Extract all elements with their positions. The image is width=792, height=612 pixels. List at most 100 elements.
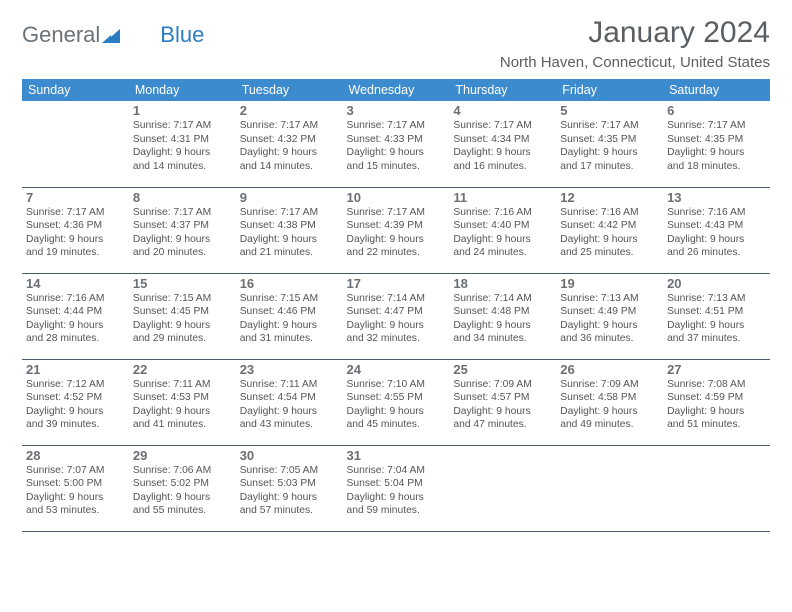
calendar-day-cell: 28Sunrise: 7:07 AMSunset: 5:00 PMDayligh… [22, 445, 129, 531]
day-info-text: Sunrise: 7:10 AMSunset: 4:55 PMDaylight:… [347, 378, 446, 432]
daylight-text: Daylight: 9 hours [347, 233, 446, 247]
day-number: 8 [133, 190, 232, 205]
location-text: North Haven, Connecticut, United States [500, 54, 770, 71]
daylight-text: and 45 minutes. [347, 418, 446, 432]
day-info-text: Sunrise: 7:14 AMSunset: 4:48 PMDaylight:… [453, 292, 552, 346]
sunrise-text: Sunrise: 7:14 AM [453, 292, 552, 306]
calendar-week-row: 14Sunrise: 7:16 AMSunset: 4:44 PMDayligh… [22, 273, 770, 359]
day-info-text: Sunrise: 7:14 AMSunset: 4:47 PMDaylight:… [347, 292, 446, 346]
day-info-text: Sunrise: 7:17 AMSunset: 4:38 PMDaylight:… [240, 206, 339, 260]
calendar-day-cell: 31Sunrise: 7:04 AMSunset: 5:04 PMDayligh… [343, 445, 450, 531]
calendar-day-cell: 3Sunrise: 7:17 AMSunset: 4:33 PMDaylight… [343, 101, 450, 187]
day-header: Friday [556, 79, 663, 101]
day-info-text: Sunrise: 7:17 AMSunset: 4:36 PMDaylight:… [26, 206, 125, 260]
calendar-day-cell: 19Sunrise: 7:13 AMSunset: 4:49 PMDayligh… [556, 273, 663, 359]
daylight-text: and 14 minutes. [133, 160, 232, 174]
day-info-text: Sunrise: 7:11 AMSunset: 4:54 PMDaylight:… [240, 378, 339, 432]
sunset-text: Sunset: 4:58 PM [560, 391, 659, 405]
sunrise-text: Sunrise: 7:17 AM [26, 206, 125, 220]
day-number: 23 [240, 362, 339, 377]
sunrise-text: Sunrise: 7:08 AM [667, 378, 766, 392]
sunset-text: Sunset: 4:34 PM [453, 133, 552, 147]
sunset-text: Sunset: 4:53 PM [133, 391, 232, 405]
daylight-text: and 21 minutes. [240, 246, 339, 260]
calendar-day-cell: 27Sunrise: 7:08 AMSunset: 4:59 PMDayligh… [663, 359, 770, 445]
daylight-text: Daylight: 9 hours [453, 405, 552, 419]
sunset-text: Sunset: 4:40 PM [453, 219, 552, 233]
day-info-text: Sunrise: 7:04 AMSunset: 5:04 PMDaylight:… [347, 464, 446, 518]
sunrise-text: Sunrise: 7:17 AM [133, 206, 232, 220]
day-info-text: Sunrise: 7:17 AMSunset: 4:39 PMDaylight:… [347, 206, 446, 260]
day-info-text: Sunrise: 7:17 AMSunset: 4:32 PMDaylight:… [240, 119, 339, 173]
sunrise-text: Sunrise: 7:11 AM [240, 378, 339, 392]
sunset-text: Sunset: 4:59 PM [667, 391, 766, 405]
calendar-day-cell [663, 445, 770, 531]
day-info-text: Sunrise: 7:17 AMSunset: 4:35 PMDaylight:… [667, 119, 766, 173]
calendar-day-cell [22, 101, 129, 187]
calendar-day-cell: 22Sunrise: 7:11 AMSunset: 4:53 PMDayligh… [129, 359, 236, 445]
sunrise-text: Sunrise: 7:11 AM [133, 378, 232, 392]
logo: GeneralBlue [22, 16, 204, 48]
day-info-text: Sunrise: 7:17 AMSunset: 4:35 PMDaylight:… [560, 119, 659, 173]
daylight-text: and 31 minutes. [240, 332, 339, 346]
daylight-text: Daylight: 9 hours [240, 405, 339, 419]
daylight-text: and 25 minutes. [560, 246, 659, 260]
calendar-day-cell: 29Sunrise: 7:06 AMSunset: 5:02 PMDayligh… [129, 445, 236, 531]
day-number: 12 [560, 190, 659, 205]
daylight-text: and 43 minutes. [240, 418, 339, 432]
sunrise-text: Sunrise: 7:16 AM [453, 206, 552, 220]
sunset-text: Sunset: 5:02 PM [133, 477, 232, 491]
daylight-text: and 24 minutes. [453, 246, 552, 260]
sunset-text: Sunset: 4:38 PM [240, 219, 339, 233]
daylight-text: Daylight: 9 hours [133, 405, 232, 419]
day-number: 28 [26, 448, 125, 463]
day-number: 30 [240, 448, 339, 463]
daylight-text: Daylight: 9 hours [133, 491, 232, 505]
day-info-text: Sunrise: 7:17 AMSunset: 4:31 PMDaylight:… [133, 119, 232, 173]
sunrise-text: Sunrise: 7:15 AM [133, 292, 232, 306]
day-number: 22 [133, 362, 232, 377]
day-number: 27 [667, 362, 766, 377]
day-info-text: Sunrise: 7:13 AMSunset: 4:49 PMDaylight:… [560, 292, 659, 346]
sunrise-text: Sunrise: 7:04 AM [347, 464, 446, 478]
calendar-day-cell: 15Sunrise: 7:15 AMSunset: 4:45 PMDayligh… [129, 273, 236, 359]
sunset-text: Sunset: 4:39 PM [347, 219, 446, 233]
day-number: 21 [26, 362, 125, 377]
sunset-text: Sunset: 4:49 PM [560, 305, 659, 319]
calendar-day-cell: 1Sunrise: 7:17 AMSunset: 4:31 PMDaylight… [129, 101, 236, 187]
daylight-text: and 36 minutes. [560, 332, 659, 346]
day-number: 29 [133, 448, 232, 463]
day-info-text: Sunrise: 7:16 AMSunset: 4:40 PMDaylight:… [453, 206, 552, 260]
day-number: 4 [453, 103, 552, 118]
day-number: 24 [347, 362, 446, 377]
sunrise-text: Sunrise: 7:17 AM [560, 119, 659, 133]
daylight-text: Daylight: 9 hours [560, 405, 659, 419]
day-info-text: Sunrise: 7:07 AMSunset: 5:00 PMDaylight:… [26, 464, 125, 518]
daylight-text: and 18 minutes. [667, 160, 766, 174]
day-number: 15 [133, 276, 232, 291]
calendar-day-cell: 14Sunrise: 7:16 AMSunset: 4:44 PMDayligh… [22, 273, 129, 359]
title-block: January 2024 North Haven, Connecticut, U… [500, 16, 770, 71]
day-number: 6 [667, 103, 766, 118]
calendar-day-cell: 23Sunrise: 7:11 AMSunset: 4:54 PMDayligh… [236, 359, 343, 445]
daylight-text: and 39 minutes. [26, 418, 125, 432]
sunrise-text: Sunrise: 7:17 AM [667, 119, 766, 133]
day-info-text: Sunrise: 7:17 AMSunset: 4:37 PMDaylight:… [133, 206, 232, 260]
sunset-text: Sunset: 4:31 PM [133, 133, 232, 147]
day-number: 19 [560, 276, 659, 291]
daylight-text: and 57 minutes. [240, 504, 339, 518]
logo-text-general: General [22, 22, 100, 48]
day-number: 11 [453, 190, 552, 205]
sunset-text: Sunset: 4:44 PM [26, 305, 125, 319]
daylight-text: and 14 minutes. [240, 160, 339, 174]
sunset-text: Sunset: 4:37 PM [133, 219, 232, 233]
daylight-text: Daylight: 9 hours [26, 233, 125, 247]
sunrise-text: Sunrise: 7:17 AM [133, 119, 232, 133]
day-info-text: Sunrise: 7:15 AMSunset: 4:46 PMDaylight:… [240, 292, 339, 346]
day-number: 25 [453, 362, 552, 377]
calendar-week-row: 7Sunrise: 7:17 AMSunset: 4:36 PMDaylight… [22, 187, 770, 273]
daylight-text: and 34 minutes. [453, 332, 552, 346]
sunrise-text: Sunrise: 7:17 AM [240, 119, 339, 133]
calendar-day-cell: 4Sunrise: 7:17 AMSunset: 4:34 PMDaylight… [449, 101, 556, 187]
day-info-text: Sunrise: 7:09 AMSunset: 4:57 PMDaylight:… [453, 378, 552, 432]
